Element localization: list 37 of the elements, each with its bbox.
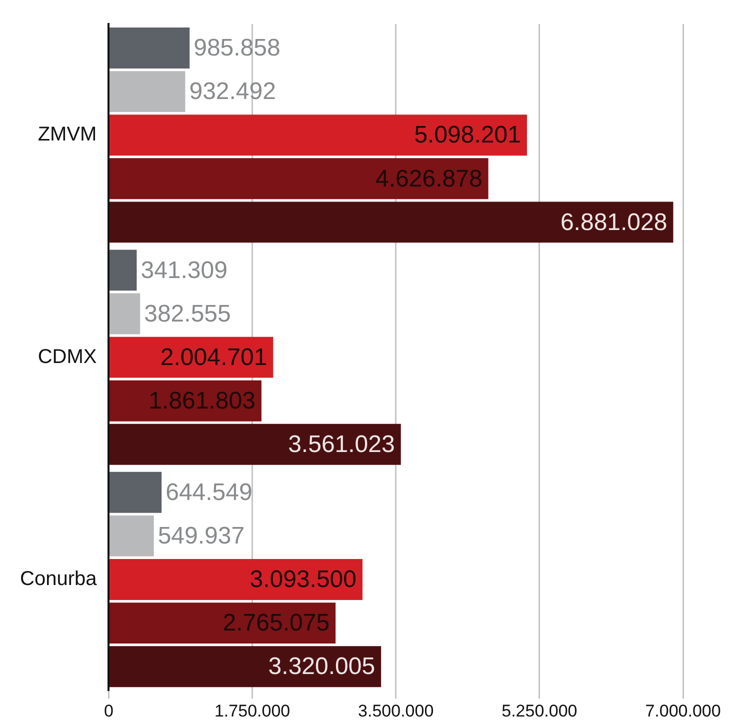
x-tick-label: 0	[104, 701, 114, 720]
bar	[109, 293, 140, 334]
y-tick-label: ZMVM	[38, 124, 97, 146]
bar	[109, 515, 154, 556]
data-label: 341.309	[140, 256, 228, 284]
data-label: 985.858	[194, 34, 280, 62]
bar	[109, 424, 401, 465]
x-tick-label: 7.000.000	[645, 701, 721, 720]
bar	[109, 646, 382, 688]
x-tick-label: 3.500.000	[358, 701, 434, 720]
bar	[109, 472, 162, 513]
data-label: 549.937	[158, 522, 245, 550]
data-label: 2.765.075	[222, 610, 330, 637]
bar	[109, 28, 190, 68]
data-label: 5.098.201	[414, 122, 521, 149]
data-label: 3.561.023	[288, 431, 395, 458]
y-tick-label: Conurba	[20, 568, 98, 590]
bar	[109, 250, 137, 291]
data-label: 932.492	[189, 78, 276, 106]
bar	[109, 202, 674, 243]
bar	[109, 336, 274, 378]
bar	[109, 158, 488, 200]
y-tick-label: CDMX	[38, 346, 97, 368]
x-tick-label: 1.750.000	[214, 701, 290, 720]
data-label: 3.320.005	[268, 653, 376, 680]
data-label: 4.626.878	[376, 165, 482, 192]
data-label: 3.093.500	[250, 566, 357, 594]
bar	[109, 602, 336, 644]
data-label: 644.549	[166, 479, 252, 506]
x-tick-label: 5.250.000	[502, 701, 578, 720]
data-label: 2.004.701	[160, 344, 268, 371]
bar	[109, 114, 527, 156]
data-label: 6.881.028	[560, 208, 668, 236]
data-label: 382.555	[144, 300, 231, 328]
data-label: 1.861.803	[148, 387, 256, 414]
bar	[109, 71, 186, 112]
bar	[109, 559, 363, 600]
